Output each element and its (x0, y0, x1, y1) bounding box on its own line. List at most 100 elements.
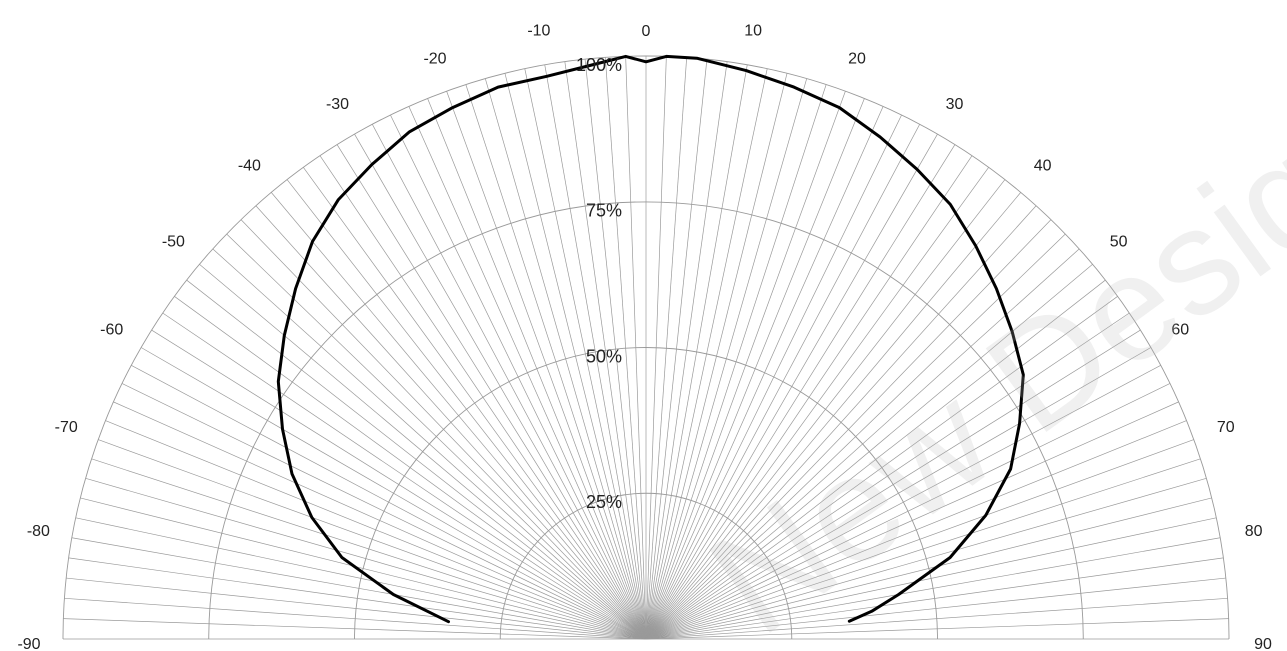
angle-tick-label: 80 (1245, 523, 1263, 540)
grid-spoke (121, 383, 647, 640)
grid-spoke (564, 61, 647, 640)
grid-spoke (645, 56, 667, 640)
grid-spoke (604, 57, 647, 640)
grid-spoke (645, 420, 1187, 640)
grid-spoke (645, 439, 1194, 640)
grid-spoke (645, 577, 1226, 640)
grid-spoke (645, 73, 788, 640)
grid-spoke (645, 57, 688, 640)
grid-spoke (113, 401, 647, 640)
radial-tick-label: 100% (576, 55, 622, 75)
angle-tick-label: -20 (423, 50, 446, 67)
grid-spoke (645, 312, 1130, 640)
grid-spoke (645, 347, 1152, 640)
radial-tick-label: 50% (586, 346, 622, 366)
grid-spoke (68, 557, 647, 640)
grid-spoke (645, 59, 708, 640)
grid-spoke (645, 557, 1224, 640)
grid-spoke (174, 296, 647, 640)
angle-tick-label: 30 (946, 96, 964, 113)
grid-spoke (80, 497, 647, 640)
grid-spoke (212, 248, 647, 640)
grid-spoke (645, 98, 865, 640)
grid-spoke (427, 98, 647, 640)
grid-spoke (645, 179, 1006, 640)
grid-spoke (645, 124, 921, 640)
grid-spoke (645, 537, 1221, 640)
grid-spoke (319, 155, 647, 640)
grid-spoke (645, 64, 748, 640)
angle-tick-label: 10 (744, 23, 762, 40)
grid-spoke (303, 167, 647, 640)
grid-spoke (446, 91, 647, 640)
angle-tick-label: 60 (1171, 322, 1189, 339)
angle-tick-labels: -90 -80 -70 -60 -50 -40 -30 -20 -10 0 10 20 30 40 50 60… (17, 23, 1272, 651)
grid-spoke (484, 78, 647, 640)
angular-grid-spokes (63, 56, 1229, 640)
grid-spoke (645, 61, 728, 640)
angle-tick-label: 40 (1034, 158, 1052, 175)
grid-spoke (645, 192, 1022, 640)
grid-spoke (85, 477, 647, 640)
grid-spoke (645, 91, 846, 640)
grid-spoke (504, 73, 647, 640)
grid-spoke (162, 312, 647, 640)
grid-spoke (71, 537, 647, 640)
grid-spoke (465, 84, 647, 640)
grid-spoke (645, 205, 1037, 640)
grid-spoke (91, 458, 647, 640)
grid-spoke (140, 347, 647, 640)
grid-spoke (645, 233, 1066, 640)
radial-tick-labels: 25% 50% 75% 100% (576, 55, 622, 512)
grid-spoke (584, 59, 647, 640)
grid-spoke (199, 263, 647, 640)
grid-spoke (390, 114, 647, 640)
grid-spoke (645, 114, 902, 640)
radial-tick-label: 75% (586, 201, 622, 221)
grid-spoke (645, 364, 1161, 640)
grid-spoke (408, 106, 647, 640)
angle-tick-label: -60 (100, 322, 123, 339)
angle-tick-label: -50 (162, 234, 185, 251)
angle-tick-label: 20 (848, 50, 866, 67)
grid-spoke (645, 477, 1207, 640)
grid-spoke (645, 133, 938, 640)
grid-spoke (645, 517, 1217, 640)
grid-spoke (645, 84, 827, 640)
grid-spoke (645, 618, 1229, 640)
grid-spoke (336, 144, 647, 640)
angle-tick-label: -40 (238, 158, 261, 175)
grid-spoke (645, 383, 1171, 640)
series-line (276, 54, 1025, 624)
series-layer (276, 54, 1025, 624)
grid-spoke (645, 78, 808, 640)
grid-spoke (645, 263, 1093, 640)
angle-tick-label: 90 (1254, 636, 1272, 651)
grid-spoke (645, 458, 1201, 640)
grid-spoke (645, 106, 884, 640)
angle-tick-label: -30 (326, 96, 349, 113)
grid-spoke (226, 233, 647, 640)
grid-spoke (645, 279, 1106, 640)
grid-spoke (645, 68, 768, 640)
angle-tick-label: -70 (55, 419, 78, 436)
grid-spoke (645, 329, 1141, 640)
grid-spoke (66, 577, 647, 640)
grid-spoke (524, 68, 647, 640)
grid-spoke (645, 296, 1118, 640)
grid-spoke (645, 597, 1228, 640)
grid-spoke (131, 364, 647, 640)
grid-spoke (544, 64, 647, 640)
grid-spoke (354, 133, 647, 640)
grid-spoke (75, 517, 647, 640)
radial-tick-label: 25% (586, 492, 622, 512)
grid-spoke (645, 401, 1179, 640)
angle-tick-label: 70 (1217, 419, 1235, 436)
grid-spoke (371, 124, 647, 640)
grid-spoke (286, 179, 647, 640)
grid-spoke (151, 329, 647, 640)
grid-spoke (240, 219, 647, 640)
grid-spoke (645, 155, 973, 640)
grid-spoke (105, 420, 647, 640)
